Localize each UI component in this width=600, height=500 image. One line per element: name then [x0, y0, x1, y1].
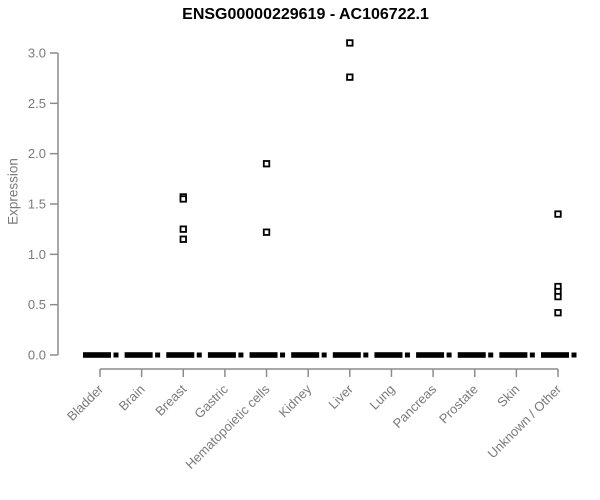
zero-cluster-point: [196, 352, 202, 358]
zero-cluster-dash: [166, 352, 195, 358]
x-tick-label: Gastric: [191, 381, 231, 421]
zero-cluster-dash: [83, 352, 111, 358]
zero-cluster-dash: [291, 352, 320, 358]
zero-cluster-point: [529, 352, 535, 358]
chart-title: ENSG00000229619 - AC106722.1: [182, 6, 429, 23]
x-tick-label: Unknown / Other: [485, 381, 565, 461]
y-tick-label: 1.5: [28, 196, 46, 211]
data-point: [346, 73, 354, 81]
data-point: [262, 160, 271, 168]
zero-cluster-dash: [207, 352, 236, 358]
zero-cluster-dash: [249, 352, 278, 358]
y-tick-label: 3.0: [28, 45, 46, 60]
zero-cluster-dash: [124, 352, 153, 358]
zero-cluster-point: [155, 352, 161, 358]
x-tick-label: Pancreas: [390, 381, 440, 431]
y-tick-label: 1.0: [28, 247, 46, 262]
zero-cluster-dash: [332, 352, 361, 358]
zero-cluster-dash: [416, 352, 445, 358]
zero-cluster-dash: [540, 352, 569, 358]
y-tick-label: 2.0: [28, 146, 46, 161]
data-point: [554, 309, 562, 317]
y-tick-label: 2.5: [28, 96, 46, 111]
y-tick-label: 0.0: [28, 348, 46, 363]
zero-cluster-point: [404, 352, 410, 358]
x-tick-label: Brain: [116, 382, 148, 414]
zero-cluster-dash: [457, 352, 486, 358]
data-point: [554, 292, 562, 301]
data-point: [179, 225, 187, 233]
x-tick-label: Lung: [367, 382, 398, 413]
zero-cluster-dash: [499, 352, 528, 358]
x-tick-label: Breast: [152, 381, 189, 418]
y-tick-label: 0.5: [28, 297, 46, 312]
x-tick-label: Prostate: [436, 382, 481, 427]
zero-cluster-point: [280, 352, 286, 358]
x-tick-label: Skin: [494, 382, 522, 410]
x-tick-label: Kidney: [276, 381, 315, 420]
zero-cluster-point: [238, 352, 244, 358]
data-point: [554, 210, 562, 218]
x-tick-label: Liver: [325, 381, 356, 412]
data-point: [179, 235, 187, 243]
data-point: [262, 228, 271, 236]
data-point: [346, 39, 354, 47]
data-point: [179, 195, 187, 203]
zero-cluster-point: [446, 352, 452, 358]
zero-cluster-point: [113, 352, 119, 358]
zero-cluster-dash: [374, 352, 403, 358]
zero-cluster-point: [571, 352, 577, 358]
zero-cluster-point: [488, 352, 494, 358]
zero-cluster-point: [363, 352, 369, 358]
zero-cluster-point: [321, 352, 327, 358]
x-tick-label: Bladder: [64, 381, 107, 424]
